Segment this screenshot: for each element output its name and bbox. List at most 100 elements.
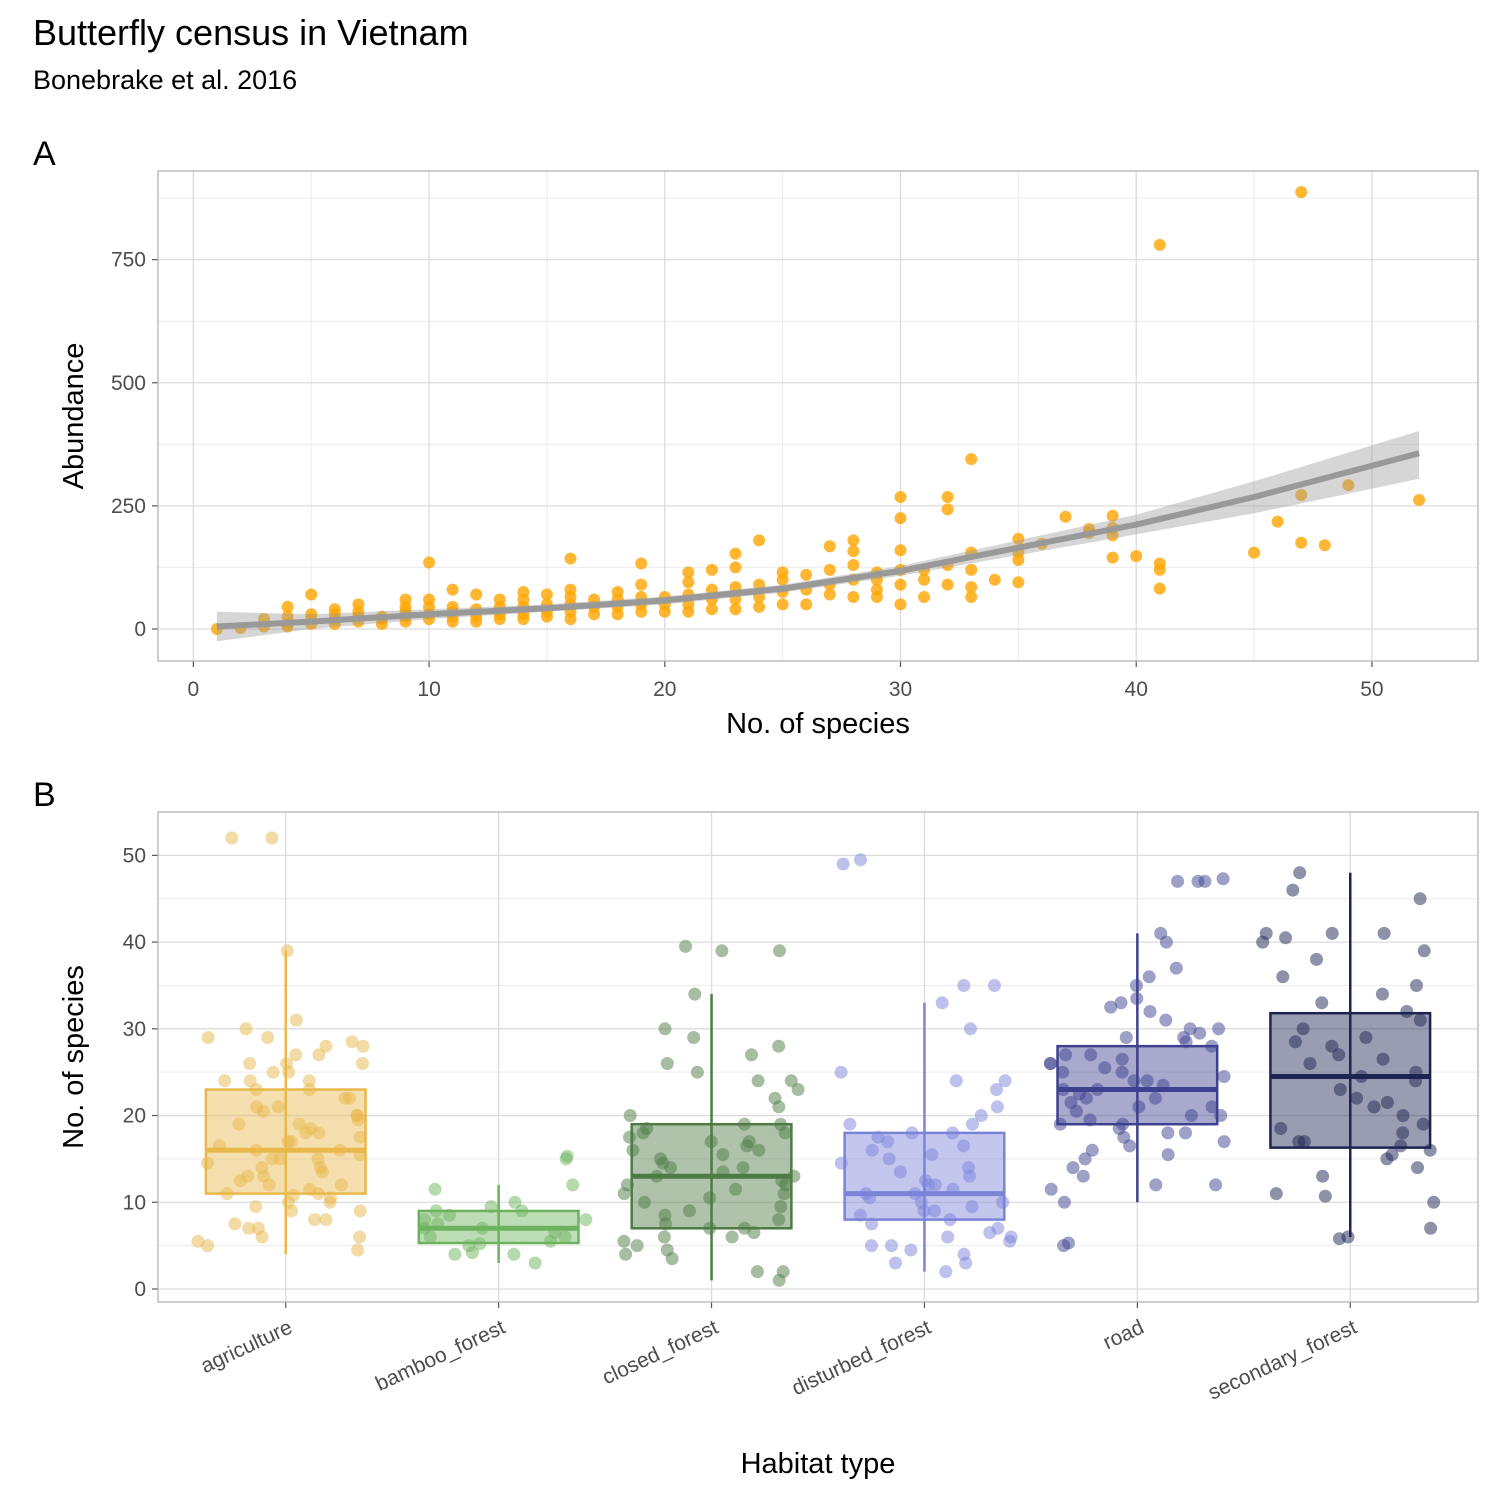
- panel-b-data-point: [623, 1109, 637, 1122]
- panel-a-data-point: [776, 566, 789, 579]
- panel-b-data-point: [1296, 1022, 1310, 1036]
- panel-b-data-point: [881, 1135, 895, 1149]
- panel-b-data-point: [255, 1161, 269, 1175]
- panel-b-data-point: [356, 1039, 370, 1053]
- panel-b-data-point: [265, 1152, 279, 1166]
- panel-b-data-point: [1073, 1087, 1086, 1101]
- panel-b-data-point: [1315, 996, 1329, 1010]
- panel-a-data-point: [894, 578, 907, 591]
- panel-b-data-point: [1385, 1148, 1399, 1162]
- panel-a-data-point: [1130, 550, 1143, 563]
- panel-b-data-point: [1269, 1187, 1283, 1201]
- panel-b-data-point: [745, 1048, 758, 1062]
- panel-b-background: [158, 812, 1478, 1302]
- panel-b-data-point: [1059, 1048, 1073, 1062]
- panel-b-data-point: [343, 1091, 356, 1105]
- panel-b-data-point: [1411, 1161, 1424, 1175]
- panel-a-x-tick-label: 30: [889, 678, 912, 701]
- panel-a-data-point: [729, 547, 742, 560]
- panel-b-data-point: [299, 1126, 313, 1140]
- panel-b-data-point: [957, 979, 971, 992]
- panel-b-data-point: [650, 1169, 664, 1183]
- panel-b-data-point: [750, 1265, 764, 1279]
- panel-a-data-point: [823, 563, 836, 576]
- panel-b-data-point: [308, 1213, 322, 1227]
- panel-a-data-point: [1413, 493, 1426, 506]
- panel-a-background: [158, 171, 1478, 661]
- panel-a-data-point: [918, 573, 931, 586]
- panel-b-data-point: [974, 1109, 988, 1122]
- panel-b-data-point: [658, 1208, 672, 1222]
- panel-b-data-point: [908, 1187, 922, 1201]
- panel-b-data-point: [871, 1130, 885, 1144]
- panel-b-box-secondary_forest: [1256, 866, 1441, 1246]
- panel-b-data-point: [904, 1243, 918, 1257]
- panel-b-data-point: [1276, 970, 1290, 984]
- panel-b-data-point: [475, 1221, 489, 1235]
- panel-b-data-point: [1057, 1195, 1071, 1209]
- panel-b-data-point: [703, 1221, 717, 1235]
- panel-b-data-point: [1274, 1122, 1288, 1135]
- panel-b-data-point: [791, 1083, 805, 1096]
- panel-b-data-point: [345, 1035, 359, 1049]
- panel-b-data-point: [239, 1022, 253, 1036]
- panel-b-data-point: [1303, 1057, 1317, 1070]
- panel-a-data-point: [729, 603, 742, 616]
- panel-b-data-point: [266, 1065, 280, 1079]
- panel-b-data-point: [1380, 1096, 1394, 1109]
- panel-a-data-point: [1295, 186, 1308, 199]
- panel-b-data-point: [964, 1022, 977, 1036]
- panel-b-data-point: [1341, 1230, 1355, 1244]
- panel-b-data-point: [1325, 1039, 1339, 1053]
- panel-b-data-point: [241, 1169, 255, 1183]
- panel-b-x-tick-label: bamboo_forest: [372, 1316, 509, 1396]
- panel-b-data-point: [334, 1178, 348, 1192]
- panel-b-data-point: [882, 1152, 896, 1166]
- panel-b-data-point: [865, 1239, 878, 1253]
- panel-b-data-point: [353, 1148, 367, 1162]
- panel-a-data-point: [965, 563, 978, 576]
- panel-b-box-agriculture: [191, 831, 370, 1257]
- panel-b-data-point: [784, 1074, 798, 1088]
- panel-b-data-point: [729, 1182, 743, 1196]
- panel-b-data-point: [1217, 1135, 1231, 1149]
- panel-b-data-point: [834, 1156, 848, 1170]
- chart-subtitle: Bonebrake et al. 2016: [33, 65, 298, 95]
- panel-a-data-point: [635, 557, 648, 570]
- panel-a-data-point: [1059, 510, 1072, 523]
- panel-a-border: [157, 170, 1479, 662]
- panel-b-data-point: [319, 1213, 333, 1227]
- panel-b-data-point: [558, 1230, 572, 1244]
- panel-b-data-point: [1062, 1236, 1075, 1250]
- panel-b-data-point: [249, 1143, 263, 1157]
- panel-b-data-point: [640, 1122, 654, 1135]
- panel-b-data-point: [311, 1152, 325, 1166]
- panel-b-data-point: [1333, 1083, 1347, 1096]
- panel-b-data-point: [448, 1247, 462, 1261]
- panel-b-data-point: [1171, 874, 1185, 888]
- panel-a-data-point: [965, 453, 978, 466]
- panel-a-data-point: [894, 491, 907, 504]
- panel-b-data-point: [1394, 1139, 1408, 1153]
- panel-b-data-point: [738, 1221, 751, 1235]
- panel-b-data-point: [312, 1048, 326, 1062]
- panel-b-data-point: [949, 1074, 963, 1088]
- panel-b-data-point: [1078, 1152, 1092, 1166]
- panel-b-data-point: [703, 1191, 717, 1205]
- panel-b-data-point: [774, 1200, 788, 1214]
- panel-a-data-point: [682, 566, 695, 579]
- panel-b-box-road: [1043, 872, 1231, 1253]
- panel-b-data-point: [690, 1065, 704, 1079]
- panel-a-data-point: [753, 600, 766, 613]
- panel-b-data-point: [772, 1213, 786, 1227]
- panel-b-data-point: [1214, 1109, 1228, 1122]
- panel-b-x-tick-label: disturbed_forest: [788, 1316, 934, 1401]
- panel-a-data-point: [517, 586, 530, 599]
- panel-b-data-point: [1159, 1013, 1173, 1027]
- panel-b-data-point: [834, 1065, 848, 1079]
- panel-a-data-point: [1153, 582, 1166, 595]
- panel-b-data-point: [201, 1031, 215, 1044]
- panel-b-data-point: [884, 1239, 898, 1253]
- panel-b-data-point: [638, 1195, 651, 1209]
- panel-b-data-point: [351, 1243, 365, 1257]
